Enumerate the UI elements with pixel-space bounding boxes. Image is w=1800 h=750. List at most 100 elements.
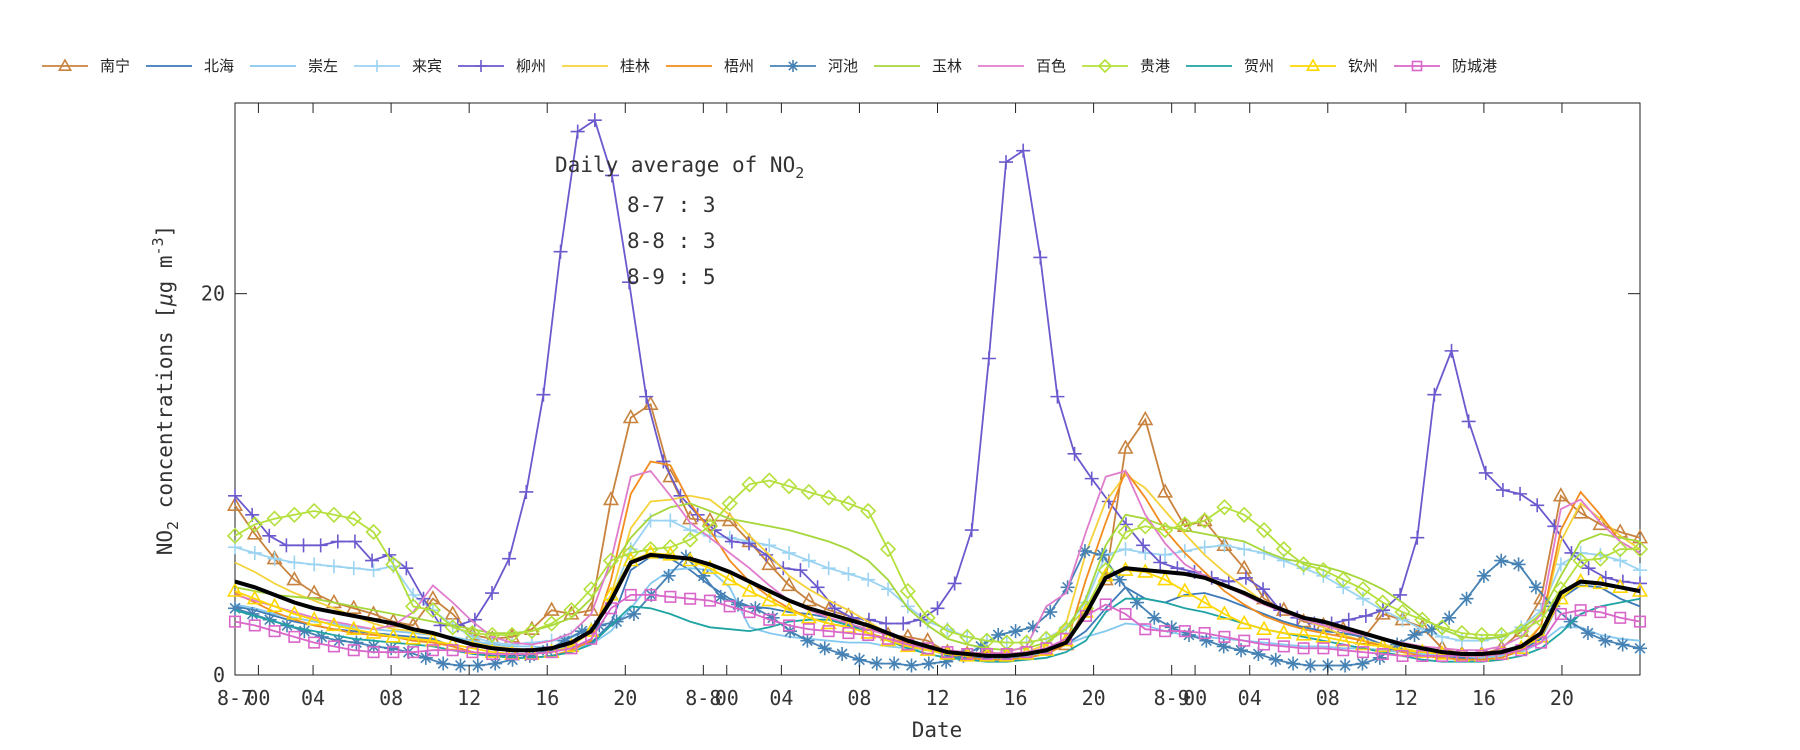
data-point-s-e58d97e5ae81-45 xyxy=(1117,439,1134,454)
data-point-s-e998b2e59f8ee6b8af-70 xyxy=(1614,611,1627,624)
data-point-s-e6b2b3e6b1a0-45 xyxy=(1008,624,1023,639)
data-point-s-e69fb3e5b79e-8 xyxy=(365,553,380,568)
data-point-s-e992a6e5b79e-53 xyxy=(1275,624,1292,639)
data-point-s-e998b2e59f8ee6b8af-0 xyxy=(228,615,242,628)
legend-label-s-e58d97e5ae81: 南宁 xyxy=(100,57,130,75)
x-tick-label-12: 16 xyxy=(1004,686,1028,710)
legend: 南宁 北海 崇左 来宾 柳州 桂林 梧州 河池 玉林 百色 贵港 贺州 钦州 防城港 xyxy=(42,57,1497,75)
data-point-s-e6b2b3e6b1a0-53 xyxy=(1147,610,1162,625)
data-point-s-e992a6e5b79e-26 xyxy=(741,582,758,597)
data-point-s-e69fb3e5b79e-31 xyxy=(759,547,774,562)
data-point-s-e8b4b5e6b8af-46 xyxy=(1137,518,1154,535)
data-point-s-e8b4b5e6b8af-10 xyxy=(424,602,442,619)
data-point-s-e8b4b5e6b8af-8 xyxy=(385,556,402,573)
data-point-s-e69fb3e5b79e-17 xyxy=(519,484,534,499)
data-point-s-e6b2b3e6b1a0-22 xyxy=(609,614,624,629)
y-tick-label-0: 0 xyxy=(213,663,225,687)
data-point-s-e69da5e5aebe-23 xyxy=(683,523,698,538)
data-point-s-e6b2b3e6b1a0-11 xyxy=(418,650,433,665)
data-point-s-e8b4b5e6b8af-50 xyxy=(1216,499,1233,516)
data-point-s-e992a6e5b79e-21 xyxy=(642,544,659,559)
data-point-s-e8b4b5e6b8af-11 xyxy=(444,619,461,636)
data-point-s-e6b2b3e6b1a0-19 xyxy=(557,633,572,648)
data-point-s-e6b2b3e6b1a0-44 xyxy=(991,627,1006,642)
data-point-s-e69fb3e5b79e-48 xyxy=(1050,389,1065,404)
data-point-s-e992a6e5b79e-29 xyxy=(800,609,817,624)
data-point-s-e58d97e5ae81-22 xyxy=(662,468,679,483)
data-point-s-e8b4b5e6b8af-55 xyxy=(1315,562,1332,579)
legend-item-s-e992a6e5b79e: 钦州 xyxy=(1290,57,1378,75)
data-point-s-e992a6e5b79e-5 xyxy=(325,616,342,632)
data-point-s-e69da5e5aebe-5 xyxy=(326,559,341,574)
x-tick-label-14: 8-9 xyxy=(1154,686,1190,710)
data-point-s-e8b4b5e6b8af-57 xyxy=(1354,581,1372,598)
data-point-s-e6b2b3e6b1a0-12 xyxy=(436,656,451,671)
data-point-s-e8b4b5e6b8af-15 xyxy=(523,623,540,640)
x-tick-label-16: 04 xyxy=(1238,686,1262,710)
data-point-s-e6b2b3e6b1a0-69 xyxy=(1424,622,1439,637)
annotation-title-sub: 2 xyxy=(795,164,804,182)
data-point-s-e8b4b5e6b8af-29 xyxy=(800,483,818,501)
legend-item-s-e6a2a7e5b79e: 梧州 xyxy=(666,57,754,75)
data-point-s-e69da5e5aebe-71 xyxy=(1633,563,1647,578)
series-line-average xyxy=(234,552,1641,658)
x-tick-label-4: 12 xyxy=(457,686,481,710)
legend-label-s-e5b487e5b7a6: 崇左 xyxy=(308,57,338,75)
data-point-s-e8b4b5e6b8af-1 xyxy=(246,516,263,533)
data-point-s-e69fb3e5b79e-18 xyxy=(536,387,551,402)
legend-item-s-e58d97e5ae81: 南宁 xyxy=(42,57,130,75)
data-point-s-e69fb3e5b79e-39 xyxy=(896,616,911,631)
x-tick-label-5: 16 xyxy=(535,686,559,710)
plot-area xyxy=(234,102,1641,676)
data-point-s-e992a6e5b79e-6 xyxy=(345,620,362,635)
y-tick-label-1: 20 xyxy=(201,282,225,306)
series-line-s-e8b4b5e6b8af xyxy=(234,479,1640,644)
series-layer xyxy=(226,113,1649,673)
data-point-s-e69da5e5aebe-51 xyxy=(1237,542,1252,557)
data-point-s-e69fb3e5b79e-76 xyxy=(1530,498,1545,513)
data-point-s-e69da5e5aebe-34 xyxy=(900,599,915,614)
data-point-s-e6b2b3e6b1a0-17 xyxy=(522,648,537,663)
legend-item-s-e69fb3e5b79e: 柳州 xyxy=(458,57,546,75)
x-tick-label-19: 16 xyxy=(1472,686,1496,710)
x-tick-label-3: 08 xyxy=(379,686,403,710)
data-point-s-e69fb3e5b79e-54 xyxy=(1153,555,1168,570)
data-point-s-e8b4b5e6b8af-25 xyxy=(721,495,738,512)
data-point-s-e8b4b5e6b8af-17 xyxy=(563,602,580,619)
data-point-s-e8b4b5e6b8af-68 xyxy=(1572,552,1589,569)
data-point-s-e8b4b5e6b8af-54 xyxy=(1295,556,1312,573)
data-point-s-e992a6e5b79e-54 xyxy=(1295,626,1312,641)
data-point-s-e6b2b3e6b1a0-40 xyxy=(921,656,936,671)
data-point-s-e6b2b3e6b1a0-51 xyxy=(1112,572,1127,587)
data-point-s-e992a6e5b79e-48 xyxy=(1176,582,1193,597)
data-point-s-e998b2e59f8ee6b8af-27 xyxy=(763,613,776,626)
data-point-s-e8b4b5e6b8af-59 xyxy=(1394,603,1411,621)
data-point-s-e998b2e59f8ee6b8af-12 xyxy=(466,646,479,659)
data-point-s-e998b2e59f8ee6b8af-60 xyxy=(1416,649,1429,662)
data-point-s-e58d97e5ae81-44 xyxy=(1097,571,1114,586)
data-point-s-e6b2b3e6b1a0-81 xyxy=(1633,641,1647,656)
data-point-s-e8b4b5e6b8af-30 xyxy=(820,489,837,506)
data-point-s-e998b2e59f8ee6b8af-22 xyxy=(664,590,677,603)
data-point-s-e6b2b3e6b1a0-20 xyxy=(574,624,589,639)
data-point-s-e69fb3e5b79e-3 xyxy=(279,538,294,553)
y-title-sup: -3 xyxy=(149,237,167,255)
series-s-e8b4b5e6b8af xyxy=(226,472,1649,651)
data-point-s-e6b2b3e6b1a0-38 xyxy=(887,656,902,671)
data-point-s-e998b2e59f8ee6b8af-47 xyxy=(1159,625,1172,638)
data-point-s-e8b4b5e6b8af-14 xyxy=(503,626,521,644)
data-point-s-e8b4b5e6b8af-42 xyxy=(1057,621,1075,638)
data-point-s-e6b2b3e6b1a0-46 xyxy=(1025,620,1040,635)
data-point-s-e58d97e5ae81-1 xyxy=(246,525,263,540)
data-point-s-e6b2b3e6b1a0-55 xyxy=(1182,627,1197,642)
legend-label-s-e799bee889b2: 百色 xyxy=(1036,57,1066,75)
data-point-s-e8b4b5e6b8af-65 xyxy=(1513,623,1530,640)
legend-label-s-e78e89e69e97: 玉林 xyxy=(932,57,962,75)
data-point-s-e69fb3e5b79e-45 xyxy=(999,155,1014,170)
data-point-s-e69fb3e5b79e-46 xyxy=(1016,143,1031,158)
data-point-s-e58d97e5ae81-68 xyxy=(1572,504,1589,519)
data-point-s-e998b2e59f8ee6b8af-8 xyxy=(387,646,400,659)
data-point-s-e998b2e59f8ee6b8af-3 xyxy=(288,630,301,643)
y-title-mu: μ xyxy=(153,293,177,307)
data-point-s-e69da5e5aebe-1 xyxy=(247,545,262,560)
